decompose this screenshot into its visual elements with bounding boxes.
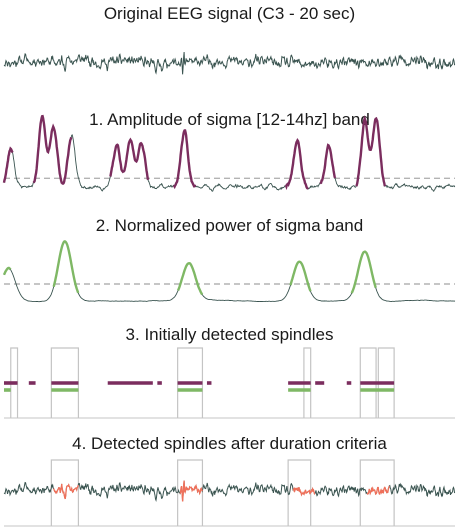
eeg-signal-line <box>3 51 456 75</box>
panel-title-5: 4. Detected spindles after duration crit… <box>72 434 387 453</box>
panel-title-1: Original EEG signal (C3 - 20 sec) <box>103 4 356 23</box>
panel-title-3: 2. Normalized power of sigma band <box>95 216 364 235</box>
final-spindle-box-0 <box>50 459 80 526</box>
amplitude-envelope-line <box>3 115 456 192</box>
amplitude-above-threshold-line <box>2 114 386 191</box>
panel-title-2: 1. Amplitude of sigma [12-14hz] band <box>89 110 370 129</box>
power-line <box>3 240 456 303</box>
final-spindle-box-3 <box>359 459 395 526</box>
power-above-threshold-line <box>2 240 377 296</box>
panel-title-4: 3. Initially detected spindles <box>125 325 334 344</box>
final-spindle-box-1 <box>177 459 204 526</box>
spindle-segment-line <box>53 480 390 502</box>
